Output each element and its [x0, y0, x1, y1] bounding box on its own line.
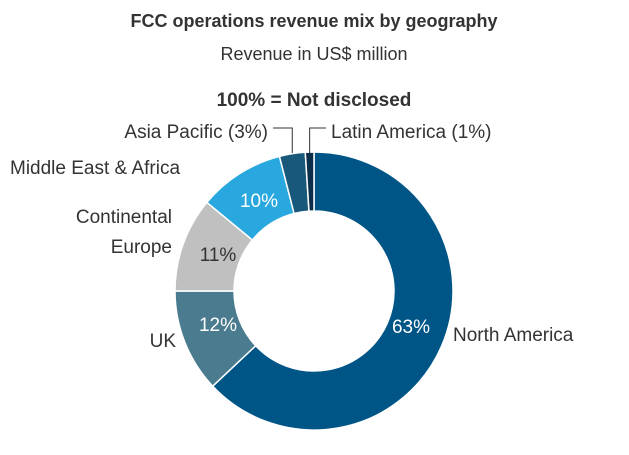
chart-title: FCC operations revenue mix by geography: [130, 11, 497, 31]
category-label: UK: [150, 331, 177, 352]
category-label: Latin America (1%): [331, 122, 492, 143]
leader-line: [309, 127, 326, 153]
category-label: North America: [453, 325, 574, 346]
category-label: Asia Pacific (3%): [124, 122, 268, 143]
value-label: 10%: [240, 191, 278, 212]
value-label: 63%: [392, 317, 430, 338]
donut-segment: [304, 151, 315, 212]
total-label: 100% = Not disclosed: [217, 90, 412, 111]
value-label: 11%: [200, 245, 237, 266]
donut-segment: [211, 151, 454, 431]
category-label: Continental Europe: [76, 207, 172, 258]
leader-line: [273, 127, 293, 153]
category-label: Middle East & Africa: [10, 158, 180, 179]
chart-subtitle: Revenue in US$ million: [220, 44, 407, 64]
value-label: 12%: [199, 315, 237, 336]
